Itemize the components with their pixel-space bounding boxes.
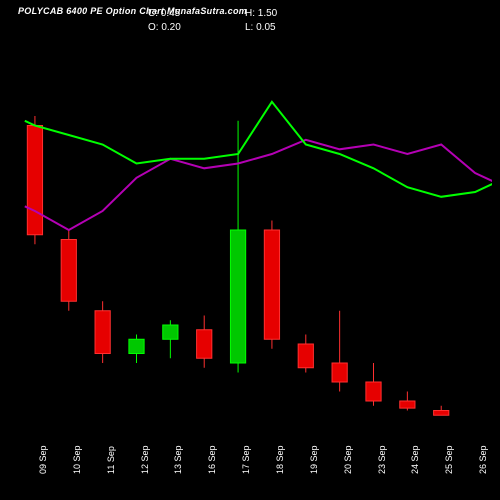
candle-down <box>61 240 76 302</box>
candle-down <box>298 344 313 368</box>
candle-down <box>197 330 212 359</box>
x-axis-label: 12 Sep <box>140 445 150 474</box>
x-axis-label: 18 Sep <box>275 445 285 474</box>
candle-down <box>434 411 449 416</box>
candle-down <box>400 401 415 408</box>
chart-container: POLYCAB 6400 PE Option Chart MunafaSutra… <box>0 0 500 500</box>
x-axis-label: 20 Sep <box>343 445 353 474</box>
ohlc-open: O: 0.20 <box>148 22 181 33</box>
candle-down <box>332 363 347 382</box>
x-axis-label: 17 Sep <box>241 445 251 474</box>
x-axis-label: 09 Sep <box>38 445 48 474</box>
ohlc-high: H: 1.50 <box>245 8 277 19</box>
ohlc-close: C: 0.45 <box>148 8 180 19</box>
x-axis-label: 11 Sep <box>106 446 116 474</box>
candle-down <box>264 230 279 339</box>
candle-up <box>230 230 245 363</box>
candle-down <box>366 382 381 401</box>
x-axis-label: 24 Sep <box>410 445 420 474</box>
indicator-line-2 <box>25 140 492 230</box>
ohlc-low: L: 0.05 <box>245 22 276 33</box>
candle-down <box>95 311 110 354</box>
candle-down <box>27 126 42 235</box>
x-axis-label: 26 Sep <box>478 445 488 474</box>
x-axis-labels: 09 Sep 10 Sep 11 Sep 12 Sep 13 Sep 16 Sep 17 S… <box>18 428 492 488</box>
candle-up <box>129 339 144 353</box>
x-axis-label: 25 Sep <box>444 445 454 474</box>
x-axis-label: 16 Sep <box>207 445 217 474</box>
x-axis-label: 23 Sep <box>377 445 387 474</box>
x-axis-label: 10 Sep <box>72 445 82 474</box>
x-axis-label: 13 Sep <box>173 445 183 474</box>
chart-plot-area <box>18 40 492 420</box>
chart-title: POLYCAB 6400 PE Option Chart MunafaSutra… <box>18 6 247 16</box>
x-axis-label: 19 Sep <box>309 445 319 474</box>
chart-svg <box>18 40 492 420</box>
candle-up <box>163 325 178 339</box>
